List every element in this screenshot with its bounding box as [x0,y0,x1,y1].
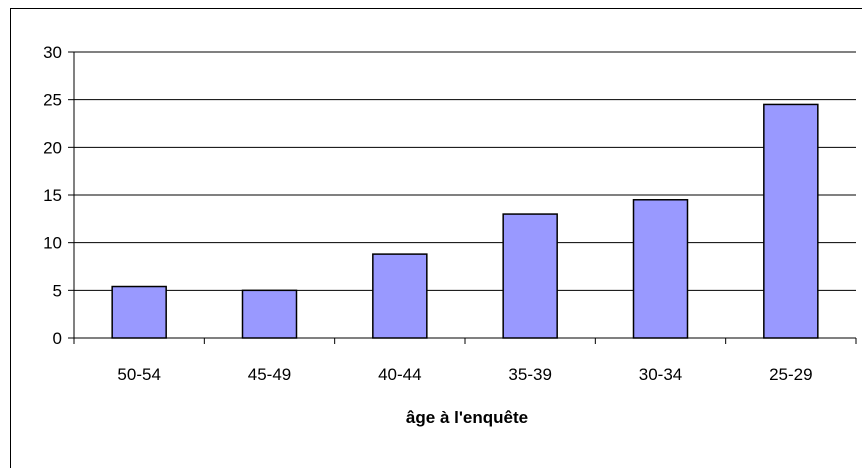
gridlines [74,51,856,291]
x-tick-label: 50-54 [117,365,160,384]
x-tick-label: 45-49 [248,365,291,384]
y-tick-label: 5 [53,281,62,300]
x-axis-title: âge à l'enquête [406,408,528,427]
bar-30-34 [632,199,689,339]
y-tick-label: 10 [43,234,62,253]
y-tick-labels: 0 5 10 15 20 25 30 [43,43,62,348]
y-tick-label: 15 [43,186,62,205]
y-tick-label: 0 [53,329,62,348]
x-tick-label: 30-34 [639,365,682,384]
bars [111,103,819,339]
x-tick-label: 25-29 [769,365,812,384]
y-tick-label: 30 [43,43,62,62]
chart-frame [10,8,862,468]
x-tick-label: 35-39 [508,365,551,384]
bar-chart: 0 5 10 15 20 25 30 50-54 45-49 40-44 35-39 30-34 25… [43,43,857,427]
axes [68,51,857,344]
bar-40-44 [372,253,428,339]
y-tick-label: 25 [43,91,62,110]
bar-25-29 [763,103,819,339]
bar-35-39 [502,213,558,339]
x-tick-labels: 50-54 45-49 40-44 35-39 30-34 25-29 [117,365,812,384]
x-tick-label: 40-44 [378,365,421,384]
bar-50-54 [111,285,167,339]
bar-45-49 [241,289,298,339]
y-tick-label: 20 [43,138,62,157]
